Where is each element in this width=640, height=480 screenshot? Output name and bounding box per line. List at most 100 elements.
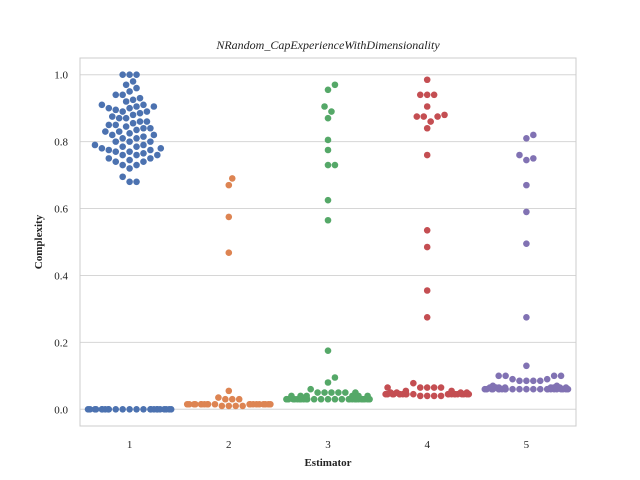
data-point-estimator-4 bbox=[402, 387, 410, 395]
data-point-estimator-1 bbox=[126, 138, 133, 145]
data-point-estimator-3 bbox=[324, 395, 332, 403]
y-tick-label: 0.2 bbox=[54, 337, 68, 349]
data-point-estimator-4 bbox=[410, 390, 417, 398]
data-point-estimator-1 bbox=[136, 94, 144, 102]
data-point-estimator-3 bbox=[307, 385, 314, 393]
data-point-estimator-1 bbox=[157, 145, 165, 152]
data-point-estimator-5 bbox=[516, 377, 523, 385]
data-point-estimator-1 bbox=[133, 84, 140, 92]
data-point-estimator-5 bbox=[543, 375, 551, 383]
data-point-estimator-3 bbox=[328, 108, 335, 115]
data-point-estimator-1 bbox=[133, 178, 140, 186]
data-point-estimator-3 bbox=[331, 395, 339, 403]
data-point-estimator-5 bbox=[523, 313, 530, 321]
data-point-estimator-1 bbox=[133, 134, 140, 142]
data-point-estimator-3 bbox=[324, 86, 332, 94]
data-point-estimator-5 bbox=[523, 181, 530, 189]
data-point-estimator-1 bbox=[91, 141, 99, 149]
data-point-estimator-5 bbox=[562, 384, 570, 391]
data-point-estimator-1 bbox=[105, 155, 113, 162]
data-point-estimator-1 bbox=[112, 91, 120, 99]
data-point-estimator-2 bbox=[255, 400, 263, 408]
data-point-estimator-2 bbox=[185, 400, 193, 408]
data-point-estimator-1 bbox=[119, 71, 126, 79]
y-tick-label: 0.0 bbox=[54, 404, 68, 416]
plot-frame bbox=[79, 57, 577, 427]
data-point-estimator-2 bbox=[218, 402, 226, 410]
data-point-estimator-4 bbox=[413, 113, 421, 120]
data-point-estimator-5 bbox=[530, 377, 537, 385]
data-point-estimator-3 bbox=[335, 389, 342, 396]
data-point-estimator-5 bbox=[536, 377, 544, 385]
data-point-estimator-2 bbox=[225, 387, 233, 395]
data-point-estimator-5 bbox=[530, 155, 537, 162]
data-point-estimator-1 bbox=[140, 150, 147, 157]
data-point-estimator-4 bbox=[430, 384, 438, 391]
data-point-estimator-2 bbox=[215, 394, 222, 401]
data-point-estimator-1 bbox=[112, 121, 120, 129]
data-point-estimator-5 bbox=[553, 382, 561, 390]
data-point-estimator-4 bbox=[423, 226, 431, 234]
data-point-estimator-1 bbox=[102, 128, 109, 135]
x-tick-label: 4 bbox=[424, 439, 430, 451]
data-point-estimator-3 bbox=[324, 379, 332, 386]
data-point-estimator-1 bbox=[112, 148, 120, 155]
data-point-estimator-1 bbox=[126, 71, 133, 79]
data-point-estimator-1 bbox=[115, 114, 123, 122]
data-point-estimator-3 bbox=[364, 392, 371, 400]
data-point-estimator-4 bbox=[441, 111, 448, 119]
data-point-estimator-5 bbox=[523, 377, 530, 385]
data-point-estimator-3 bbox=[317, 395, 325, 403]
data-point-estimator-2 bbox=[228, 175, 236, 182]
data-point-estimator-1 bbox=[133, 143, 140, 150]
data-point-estimator-1 bbox=[147, 124, 154, 132]
data-point-estimator-1 bbox=[136, 118, 144, 125]
data-point-estimator-1 bbox=[150, 131, 158, 139]
data-point-estimator-1 bbox=[140, 101, 147, 109]
data-point-estimator-4 bbox=[448, 387, 455, 395]
data-point-estimator-4 bbox=[420, 113, 428, 120]
data-point-estimator-3 bbox=[328, 389, 335, 396]
data-point-estimator-1 bbox=[129, 96, 137, 104]
data-point-estimator-1 bbox=[153, 405, 161, 413]
data-point-estimator-2 bbox=[225, 402, 233, 410]
data-point-estimator-1 bbox=[126, 104, 133, 112]
y-axis-label: Complexity bbox=[33, 214, 45, 269]
data-point-estimator-3 bbox=[331, 161, 339, 169]
data-point-estimator-4 bbox=[423, 384, 431, 391]
data-point-estimator-4 bbox=[423, 151, 431, 159]
data-point-estimator-1 bbox=[136, 109, 144, 117]
data-point-estimator-5 bbox=[501, 384, 509, 391]
data-point-estimator-1 bbox=[119, 151, 126, 159]
data-point-estimator-1 bbox=[119, 91, 126, 99]
data-point-estimator-5 bbox=[523, 156, 530, 164]
data-point-estimator-2 bbox=[211, 400, 219, 408]
data-point-estimator-3 bbox=[342, 389, 349, 396]
data-point-estimator-1 bbox=[112, 405, 120, 413]
data-point-estimator-1 bbox=[133, 161, 140, 169]
data-point-estimator-4 bbox=[423, 124, 431, 132]
data-point-estimator-4 bbox=[416, 392, 424, 400]
data-point-estimator-2 bbox=[191, 400, 199, 408]
data-point-estimator-4 bbox=[416, 384, 424, 391]
data-point-estimator-3 bbox=[321, 389, 328, 396]
data-point-estimator-1 bbox=[108, 113, 116, 120]
data-point-estimator-5 bbox=[523, 385, 530, 393]
data-point-estimator-1 bbox=[126, 405, 133, 413]
data-point-estimator-1 bbox=[122, 123, 130, 130]
data-point-estimator-5 bbox=[523, 208, 530, 216]
data-point-estimator-1 bbox=[154, 151, 161, 159]
data-point-estimator-1 bbox=[147, 138, 154, 145]
data-point-estimator-4 bbox=[427, 118, 434, 125]
y-axis-ticks: 0.0 0.2 0.4 0.6 0.8 1.0 bbox=[54, 70, 68, 417]
data-point-estimator-1 bbox=[115, 128, 123, 135]
data-point-estimator-1 bbox=[119, 134, 126, 142]
data-point-estimator-4 bbox=[434, 113, 441, 120]
data-point-estimator-1 bbox=[126, 129, 133, 137]
data-point-estimator-5 bbox=[509, 375, 516, 383]
data-point-estimator-1 bbox=[126, 148, 133, 155]
data-point-estimator-4 bbox=[423, 76, 431, 84]
data-point-estimator-1 bbox=[133, 126, 140, 134]
data-point-estimator-3 bbox=[331, 81, 339, 89]
